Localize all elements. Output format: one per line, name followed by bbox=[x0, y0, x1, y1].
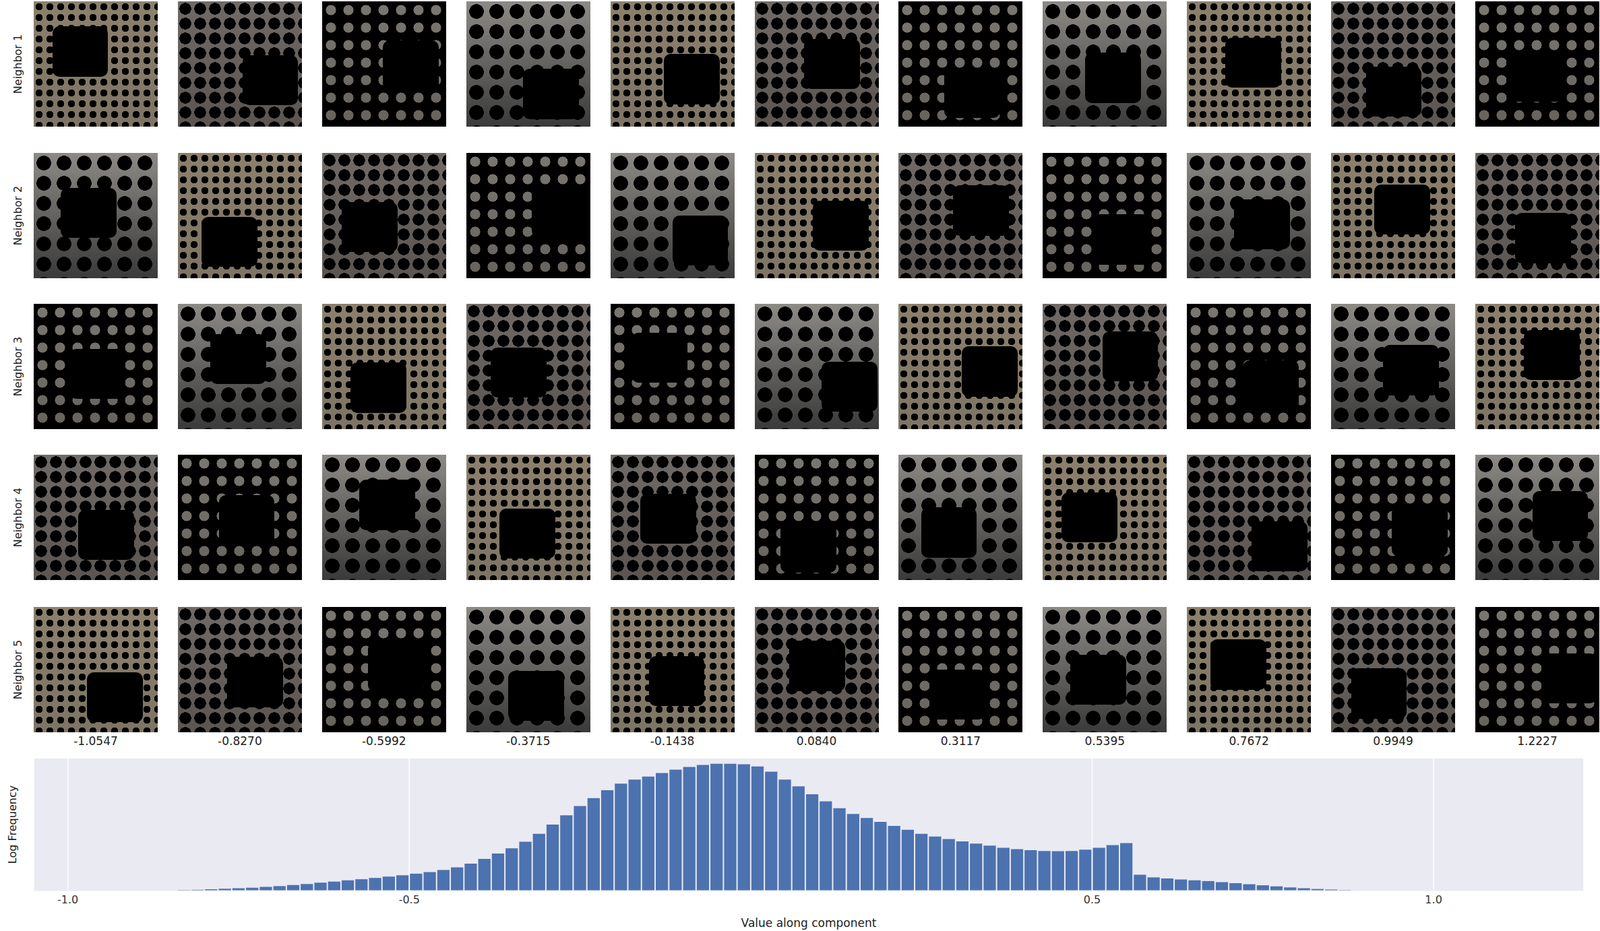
html-text:0.0840: 0.0840 bbox=[796, 734, 837, 749]
svg-text:-1.0: -1.0 bbox=[57, 893, 79, 907]
html-text:0.7672: 0.7672 bbox=[1228, 734, 1270, 749]
html-text:Neighbor 5: Neighbor 5 bbox=[11, 640, 24, 700]
html-text:0.3117: 0.3117 bbox=[940, 734, 981, 749]
html-text:-0.8270: -0.8270 bbox=[217, 734, 262, 749]
html-text:-0.1438: -0.1438 bbox=[650, 734, 695, 749]
html-text:-1.0547: -1.0547 bbox=[73, 734, 118, 749]
html-text:1.2227: 1.2227 bbox=[1517, 734, 1558, 749]
svg-text:Log Frequency: Log Frequency bbox=[6, 785, 19, 865]
html-text:Neighbor 1: Neighbor 1 bbox=[11, 34, 24, 94]
svg-text:Value along component: Value along component bbox=[741, 916, 877, 931]
html-text:Neighbor 2: Neighbor 2 bbox=[11, 185, 24, 246]
svg-text:0.5: 0.5 bbox=[1083, 893, 1101, 907]
html-text:-0.5992: -0.5992 bbox=[361, 734, 407, 749]
svg-text:-0.5: -0.5 bbox=[398, 893, 420, 907]
html-text:0.9949: 0.9949 bbox=[1373, 734, 1414, 749]
html-text:Neighbor 4: Neighbor 4 bbox=[11, 487, 24, 548]
html-text:Neighbor 3: Neighbor 3 bbox=[11, 336, 24, 397]
html-text:0.5395: 0.5395 bbox=[1084, 734, 1125, 749]
html-text:-0.3715: -0.3715 bbox=[506, 734, 551, 749]
svg-text:1.0: 1.0 bbox=[1424, 893, 1442, 907]
